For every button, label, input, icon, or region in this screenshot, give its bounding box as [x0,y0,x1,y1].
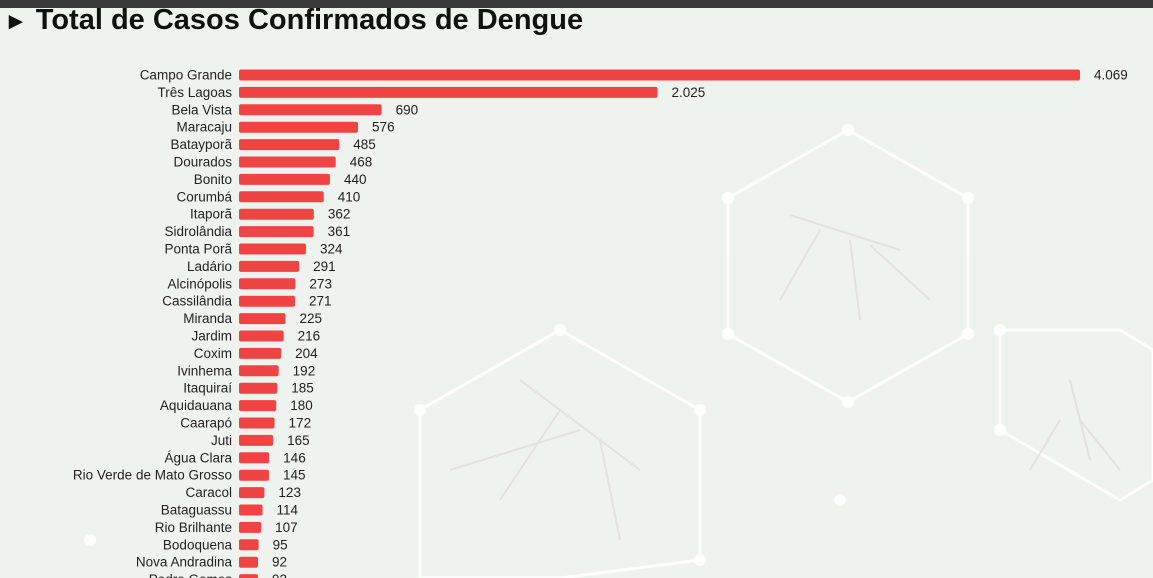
value-label: 123 [278,485,301,500]
value-label: 92 [272,555,287,570]
category-label: Miranda [183,311,232,326]
category-label: Ponta Porã [164,242,232,257]
value-label: 468 [350,155,373,170]
bar [239,69,1080,81]
bar [239,365,279,377]
value-label: 165 [287,433,310,448]
bar [239,173,330,185]
bar [239,104,382,116]
category-label: Bodoquena [163,537,233,552]
value-label: 2.025 [672,85,706,100]
pointer-arrow-icon: ► [4,8,28,35]
category-label: Juti [211,433,232,448]
category-label: Corumbá [176,189,232,204]
bar [239,313,286,325]
value-label: 273 [309,276,332,291]
category-label: Campo Grande [140,68,232,83]
bar [239,191,324,203]
category-label: Coxim [194,346,232,361]
category-label: Nova Andradina [136,555,233,570]
value-label: 185 [291,381,314,396]
bar [239,347,282,359]
bar [239,417,275,429]
value-label: 216 [298,329,321,344]
chart-title-text: Total de Casos Confirmados de Dengue [35,4,584,36]
value-label: 485 [353,137,376,152]
bar [239,226,314,238]
category-label: Água Clara [164,450,232,465]
category-label: Pedro Gomes [149,572,233,578]
value-label: 145 [283,468,306,483]
bar [239,278,296,290]
bar [239,156,336,168]
bar [239,556,259,568]
category-label: Dourados [173,155,232,170]
category-label: Cassilândia [162,294,232,309]
value-label: 324 [320,242,343,257]
value-label: 362 [328,207,351,222]
value-label: 291 [313,259,336,274]
category-label: Jardim [191,329,232,344]
bar [239,260,300,272]
bar [239,504,263,516]
category-label: Batayporã [170,137,232,152]
bar [239,330,284,342]
bar [239,400,277,412]
category-label: Sidrolândia [164,224,232,239]
value-label: 4.069 [1094,68,1128,83]
category-label: Aquidauana [160,398,233,413]
value-label: 95 [273,537,288,552]
category-label: Caracol [185,485,232,500]
bar [239,295,296,307]
category-label: Três Lagoas [157,85,232,100]
category-label: Rio Verde de Mato Grosso [73,468,232,483]
category-label: Bataguassu [161,503,232,518]
bar [239,243,306,255]
category-label: Itaporã [190,207,233,222]
value-label: 271 [309,294,332,309]
bar [239,86,658,98]
category-label: Bonito [194,172,232,187]
value-label: 440 [344,172,367,187]
value-label: 172 [289,416,312,431]
bar [239,382,278,394]
category-label: Caarapó [180,416,232,431]
value-label: 410 [338,189,361,204]
value-label: 690 [396,102,419,117]
category-label: Ladário [187,259,232,274]
value-label: 114 [277,503,299,518]
bar [239,521,262,533]
bar [239,574,259,578]
value-label: 92 [272,572,287,578]
bar [239,487,265,499]
top-bar [0,0,1153,8]
value-label: 180 [290,398,313,413]
bar [239,539,259,551]
value-label: 361 [328,224,351,239]
bar [239,434,274,446]
value-label: 204 [295,346,318,361]
category-label: Maracaju [176,120,232,135]
value-label: 107 [275,520,298,535]
value-label: 192 [293,363,316,378]
bar [239,208,314,220]
bar [239,121,359,133]
chart-title: ► Total de Casos Confirmados de Dengue [4,3,583,39]
bar [239,452,270,464]
bar [239,469,269,481]
category-label: Rio Brilhante [155,520,232,535]
value-label: 146 [283,450,306,465]
value-label: 225 [300,311,323,326]
category-label: Alcinópolis [167,276,232,291]
bar [239,139,340,151]
category-label: Bela Vista [171,102,232,117]
category-label: Ivinhema [177,363,232,378]
category-label: Itaquiraí [183,381,232,396]
value-label: 576 [372,120,395,135]
